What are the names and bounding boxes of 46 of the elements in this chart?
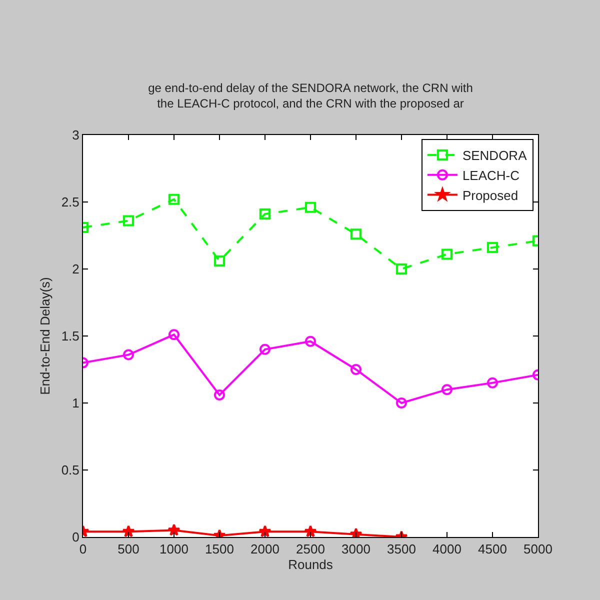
point <box>350 228 362 240</box>
chart-title: ge end-to-end delay of the SENDORA network, the CRN with the LEACH-C protocol, and the CRN with the proposed ar <box>148 81 473 111</box>
x-tick-label: 500 <box>118 542 140 557</box>
point <box>168 524 180 536</box>
point <box>258 525 272 537</box>
y-tick-label: 1 <box>72 396 80 411</box>
legend-label: LEACH-C <box>462 168 520 183</box>
point <box>442 384 452 396</box>
x-tick-label: 2000 <box>250 542 280 557</box>
point <box>214 255 225 266</box>
point <box>214 389 225 400</box>
x-tick-label: 1000 <box>160 542 188 557</box>
point <box>123 349 134 360</box>
point <box>487 242 498 254</box>
x-tick-label: 1500 <box>205 542 234 557</box>
point <box>487 377 498 388</box>
point <box>305 202 316 213</box>
x-axis-title: Rounds <box>288 557 334 572</box>
y-tick-label: 1.5 <box>61 328 80 344</box>
y-tick-label: 0 <box>72 530 80 545</box>
x-tick-label: 3000 <box>342 542 370 557</box>
point <box>260 344 270 355</box>
point <box>123 215 134 226</box>
y-tick-label: 3 <box>72 128 80 143</box>
legend-label: SENDORA <box>462 148 528 164</box>
point <box>442 248 452 260</box>
x-tick-label: 5000 <box>524 542 552 557</box>
point <box>260 208 270 220</box>
point <box>168 194 180 205</box>
x-tick-label: 2500 <box>296 542 325 557</box>
point <box>396 398 407 408</box>
y-axis-title: End-to-End Delay(s) <box>37 277 52 395</box>
point <box>396 264 407 274</box>
y-tick-label: 2.5 <box>61 194 80 210</box>
x-tick-label: 4000 <box>432 542 462 557</box>
y-tick-label: 2 <box>72 262 80 277</box>
point <box>168 329 180 340</box>
x-tick-label: 3500 <box>387 542 416 557</box>
point <box>350 528 362 537</box>
x-tick-label: 4500 <box>478 542 507 557</box>
legend-label: Proposed <box>462 188 518 203</box>
point <box>304 525 317 537</box>
point <box>350 364 362 375</box>
y-tick-label: 0.5 <box>61 462 80 478</box>
point <box>305 336 316 347</box>
point <box>122 525 135 537</box>
